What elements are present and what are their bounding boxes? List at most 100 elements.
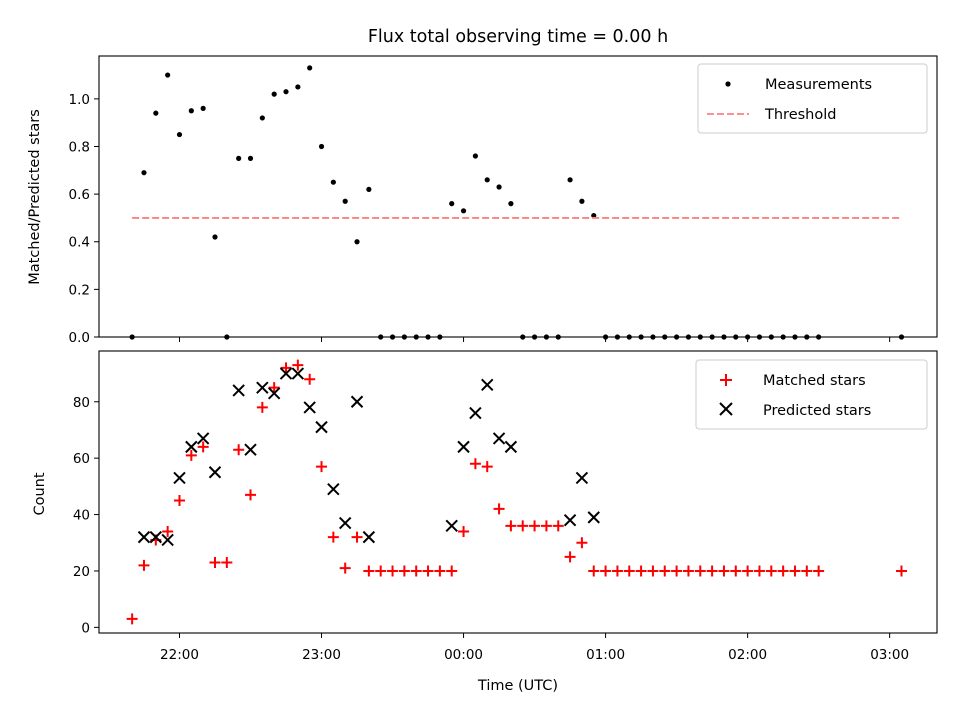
predicted-stars-point: [196, 432, 210, 445]
predicted-stars-point: [303, 401, 316, 414]
predicted-stars-point: [185, 440, 198, 454]
legend-label-matched-stars: Matched stars: [763, 373, 866, 389]
series-matched-stars: [126, 359, 907, 625]
predicted-stars-point: [232, 384, 245, 397]
matched-stars-point: [434, 565, 446, 577]
count-y-ticks: 0 20 40 60 80: [73, 395, 99, 636]
matched-stars-point: [375, 565, 387, 577]
matched-stars-point: [659, 565, 671, 577]
chart-title: Flux total observing time = 0.00 h: [368, 27, 668, 47]
matched-stars-point: [742, 565, 754, 577]
matched-stars-point: [185, 449, 197, 461]
predicted-stars-point: [315, 420, 328, 434]
ratio-axes-frame: [98, 55, 938, 338]
measurements-point: [366, 186, 372, 192]
matched-stars-point: [481, 461, 493, 473]
matched-stars-point: [162, 525, 174, 537]
x-tick-label: 00:00: [444, 647, 483, 663]
y-tick-label: 20: [73, 564, 90, 580]
y-tick-label: 0: [81, 620, 90, 636]
matched-stars-point: [245, 489, 257, 501]
count-x-ticks: 22:00 23:00 00:00 01:00 02:00 03:00: [160, 633, 909, 663]
y-tick-label: 0.0: [69, 330, 90, 346]
measurements-point: [200, 105, 206, 111]
matched-stars-point: [505, 520, 517, 532]
measurements-point: [318, 143, 325, 150]
matched-stars-point: [446, 565, 458, 577]
ratio-panel: 0.0 0.2 0.4 0.6 0.8 1.0 Matched/Predicted sta…: [27, 55, 938, 346]
ratio-legend: Measurements Threshold: [697, 63, 928, 134]
ratio-y-ticks: 0.0 0.2 0.4 0.6 0.8 1.0: [69, 92, 99, 346]
ratio-legend-box: [697, 63, 928, 134]
series-predicted-stars: [137, 367, 600, 547]
measurements-point: [460, 208, 467, 214]
y-tick-label: 40: [73, 508, 90, 524]
measurements-point: [567, 177, 573, 183]
matched-stars-point: [529, 520, 541, 532]
matched-stars-point: [387, 565, 399, 577]
x-tick-label: 23:00: [302, 647, 341, 663]
matched-stars-point: [694, 565, 706, 577]
matched-stars-point: [126, 613, 138, 625]
measurements-point: [236, 155, 242, 161]
matched-stars-point: [564, 551, 576, 563]
measurements-point: [247, 155, 254, 161]
legend-label-predicted-stars: Predicted stars: [763, 403, 871, 419]
matched-stars-point: [765, 565, 777, 577]
predicted-stars-point: [469, 406, 482, 420]
matched-stars-point: [753, 565, 765, 577]
predicted-stars-point: [575, 471, 589, 485]
y-tick-label: 0.6: [69, 187, 90, 203]
y-tick-label: 60: [73, 451, 90, 467]
predicted-stars-point: [445, 519, 458, 533]
predicted-stars-point: [587, 511, 600, 524]
matched-stars-point: [611, 565, 623, 577]
predicted-stars-point: [291, 367, 305, 380]
matched-stars-point: [671, 565, 683, 577]
predicted-stars-point: [457, 440, 470, 454]
matched-stars-point: [552, 520, 564, 532]
measurements-point: [484, 177, 490, 183]
matched-stars-point: [813, 565, 825, 577]
predicted-stars-point: [338, 516, 352, 530]
legend-marker-predicted-stars: [719, 402, 733, 416]
matched-stars-point: [351, 531, 363, 543]
measurements-point: [307, 65, 313, 71]
legend-marker-matched-stars: [720, 374, 732, 386]
x-tick-label: 01:00: [586, 647, 625, 663]
matched-stars-point: [706, 565, 718, 577]
predicted-stars-point: [362, 530, 376, 544]
predicted-stars-point: [149, 530, 163, 544]
matched-stars-point: [895, 565, 907, 577]
predicted-stars-point: [481, 378, 494, 392]
matched-stars-point: [197, 441, 209, 453]
matched-stars-point: [256, 401, 268, 413]
matched-stars-point: [623, 565, 635, 577]
predicted-stars-point: [161, 533, 174, 547]
matched-stars-point: [363, 565, 375, 577]
legend-label-measurements: Measurements: [765, 77, 872, 93]
matched-stars-point: [493, 503, 505, 515]
measurements-point: [295, 84, 301, 90]
matched-stars-point: [540, 520, 552, 532]
series-measurements: [129, 65, 905, 340]
measurements-point: [496, 184, 502, 190]
measurements-point: [259, 115, 265, 121]
y-tick-label: 0.4: [69, 235, 90, 251]
matched-stars-point: [316, 461, 328, 473]
matched-stars-point: [588, 565, 600, 577]
matched-stars-point: [682, 565, 694, 577]
measurements-point: [153, 110, 159, 116]
matched-stars-point: [422, 565, 434, 577]
matched-stars-point: [173, 494, 185, 506]
matched-stars-point: [600, 565, 612, 577]
matched-stars-point: [458, 525, 470, 537]
matched-stars-point: [280, 362, 292, 374]
predicted-stars-point: [563, 513, 577, 527]
count-axes-frame: [98, 350, 938, 634]
y-tick-label: 0.2: [69, 282, 90, 298]
predicted-stars-point: [173, 471, 186, 485]
matched-stars-point: [789, 565, 801, 577]
matched-stars-point: [268, 382, 280, 394]
